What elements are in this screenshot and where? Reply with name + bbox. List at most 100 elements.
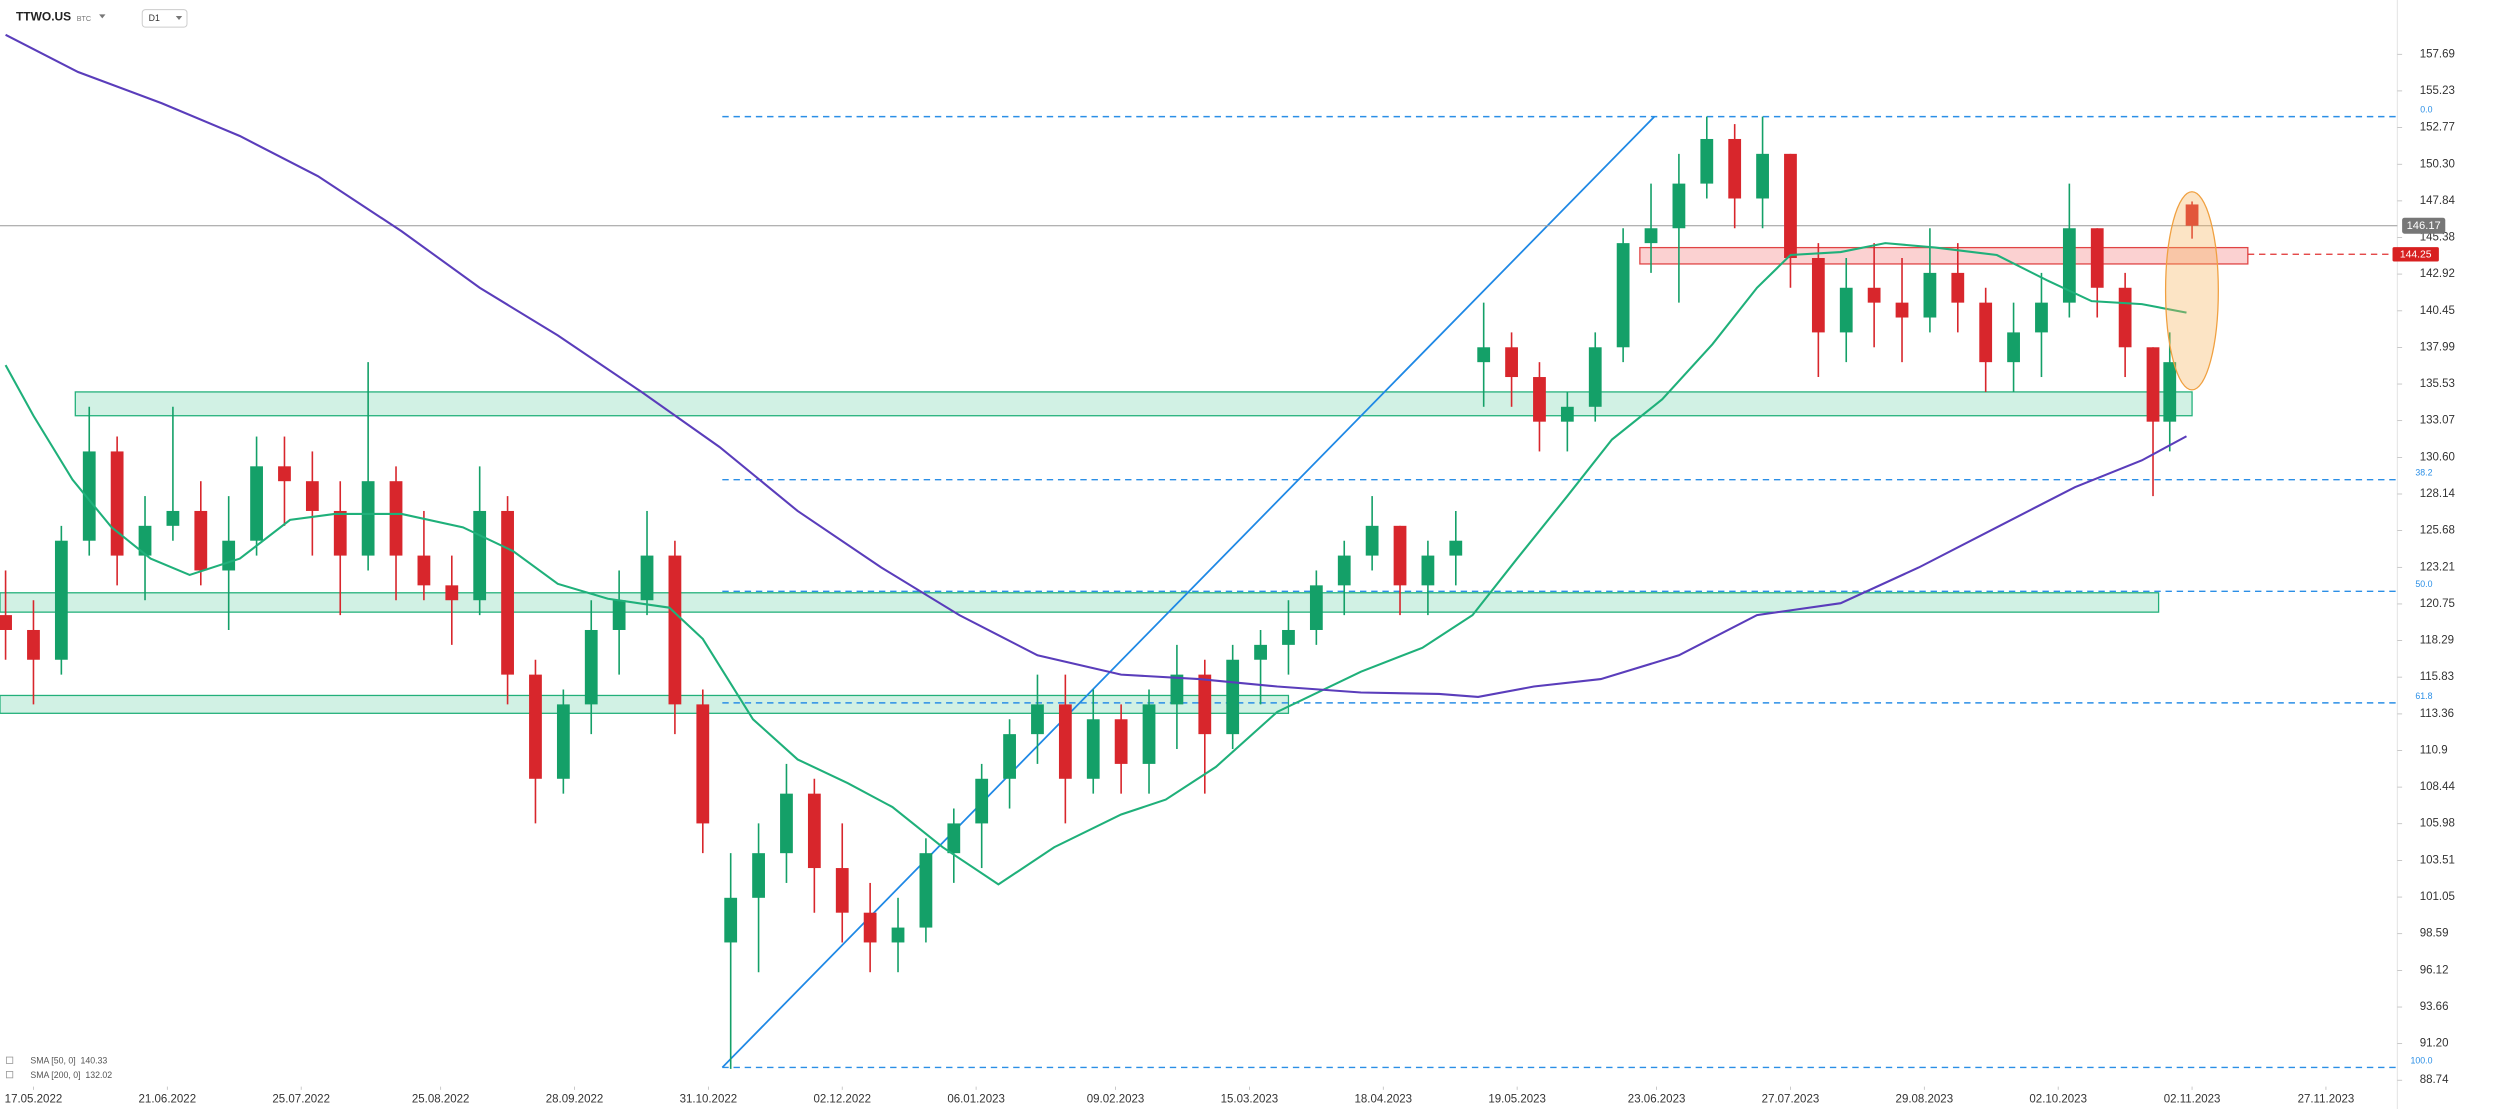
- candle-body: [1393, 525, 1407, 586]
- candle-body: [640, 555, 654, 601]
- y-tick-label: 133.07: [2420, 415, 2455, 427]
- candle-body: [1700, 138, 1714, 184]
- candle-body: [1198, 674, 1212, 735]
- candle-body: [138, 525, 152, 556]
- candle-body: [1365, 525, 1379, 556]
- candle-body: [54, 540, 68, 660]
- candle-body: [612, 600, 626, 630]
- symbol-dropdown[interactable]: [99, 14, 106, 19]
- legend-name: SMA [50, 0]: [30, 1055, 75, 1065]
- x-tick-label: 21.06.2022: [139, 1093, 197, 1105]
- candle-body: [1588, 347, 1602, 407]
- candle-body: [863, 912, 877, 943]
- main-layer: [0, 33, 2199, 1069]
- y-tick-label: 118.29: [2420, 635, 2454, 647]
- alert-badge: [2392, 247, 2439, 262]
- x-tick-label: 19.05.2023: [1488, 1093, 1546, 1105]
- candle-body: [1839, 287, 1853, 333]
- timeframe-select[interactable]: [141, 9, 188, 28]
- candle-body: [1003, 734, 1016, 779]
- candle-body: [807, 793, 821, 869]
- candle-body: [1756, 153, 1769, 199]
- y-tick-label: 101.05: [2420, 891, 2455, 903]
- candle-body: [584, 629, 598, 705]
- candle-body: [1895, 302, 1909, 318]
- timeframe-dropdown[interactable]: [175, 15, 183, 20]
- price-badge-label: 146.17: [2407, 220, 2441, 232]
- x-tick-label: 02.11.2023: [2164, 1093, 2221, 1105]
- y-tick-label: 103.51: [2420, 854, 2455, 866]
- candle-body: [501, 510, 514, 675]
- candle-body: [947, 823, 961, 854]
- x-tick-label: 27.11.2023: [2298, 1093, 2355, 1105]
- candle-body: [1784, 153, 1797, 259]
- candle-body: [1533, 377, 1546, 422]
- x-tick-label: 17.05.2022: [5, 1093, 63, 1105]
- x-tick-label: 31.10.2022: [680, 1093, 738, 1105]
- candle-body: [2062, 228, 2076, 303]
- x-tick-label: 23.06.2023: [1628, 1093, 1686, 1105]
- candle-body: [696, 704, 710, 824]
- support-zone: [74, 391, 2193, 417]
- y-tick-label: 96.12: [2420, 964, 2449, 976]
- y-tick-label: 150.30: [2420, 158, 2455, 170]
- candle-body: [361, 481, 375, 556]
- x-tick-label: 29.08.2023: [1896, 1093, 1954, 1105]
- alert-badge-label: 144.25: [2400, 249, 2432, 260]
- x-tick-label: 06.01.2023: [947, 1093, 1005, 1105]
- candle-body: [556, 704, 570, 779]
- y-tick-label: 137.99: [2420, 341, 2455, 353]
- x-tick-label: 28.09.2022: [546, 1093, 604, 1105]
- candle-body: [1170, 674, 1184, 705]
- fib-label: 61.8: [2415, 691, 2432, 701]
- candle-body: [668, 555, 682, 705]
- candle-body: [389, 481, 403, 556]
- candle-body: [1811, 258, 1825, 333]
- sma-line: [4, 242, 2187, 886]
- candle-body: [2035, 302, 2048, 333]
- candle-body: [2163, 362, 2177, 422]
- x-tick-label: 18.04.2023: [1355, 1093, 1413, 1105]
- legend-value: 132.02: [85, 1070, 112, 1080]
- trendline: [721, 116, 1655, 1069]
- candle-body: [1672, 183, 1686, 229]
- candle-body: [222, 540, 236, 571]
- highlight-ellipse: [2164, 191, 2219, 391]
- candle-body: [1728, 138, 1742, 199]
- y-tick-label: 98.59: [2420, 928, 2449, 940]
- x-tick-label: 27.07.2023: [1762, 1093, 1820, 1105]
- legend-icon: [5, 1071, 14, 1079]
- resistance-zone: [1639, 246, 2249, 265]
- candle-body: [1421, 555, 1435, 586]
- candle-body: [780, 793, 793, 854]
- candle-body: [1031, 704, 1044, 735]
- fib-label: 0.0: [2420, 105, 2432, 115]
- candle-body: [975, 778, 989, 824]
- y-tick-label: 128.14: [2420, 488, 2456, 500]
- candle-body: [110, 451, 124, 556]
- symbol-badge: BTC: [77, 14, 91, 23]
- symbol: TTWO.US: [16, 10, 71, 24]
- candle-body: [1282, 629, 1295, 645]
- candle-body: [417, 555, 431, 586]
- candle-body: [473, 510, 487, 601]
- candle-body: [1979, 302, 1993, 363]
- candle-body: [1923, 272, 1937, 318]
- y-tick-label: 155.23: [2420, 85, 2455, 97]
- candle-body: [529, 674, 542, 779]
- y-tick-label: 130.60: [2420, 451, 2455, 463]
- y-tick-label: 147.84: [2420, 195, 2456, 207]
- y-tick-label: 157.69: [2420, 48, 2455, 60]
- support-zone: [0, 694, 1290, 714]
- candle-body: [445, 585, 459, 601]
- fib-label: 38.2: [2415, 468, 2432, 478]
- candle-body: [891, 927, 905, 943]
- candle-body: [1505, 347, 1518, 378]
- timeframe: D1: [149, 13, 160, 23]
- legend-name: SMA [200, 0]: [30, 1070, 80, 1080]
- y-tick-label: 120.75: [2420, 598, 2455, 610]
- axis-layer: 157.69 155.23 152.77 150.30 147.84 145.38 142.…: [5, 48, 2456, 1105]
